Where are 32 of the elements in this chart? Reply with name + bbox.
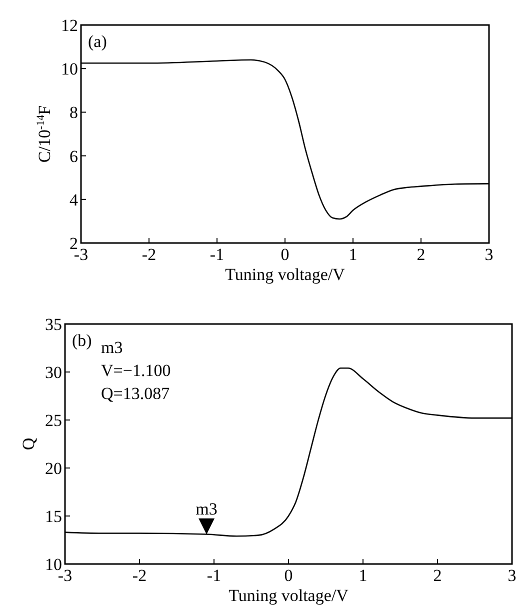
y-tick-label: 4 — [70, 190, 78, 210]
annotation: m3 — [101, 338, 123, 357]
x-tick-label: 0 — [284, 566, 293, 585]
y-tick-label: 10 — [61, 60, 78, 79]
x-tick-label: 2 — [416, 245, 426, 264]
y-tick-label: 15 — [45, 507, 62, 526]
y-tick-label: 10 — [45, 555, 62, 574]
annotation: (a) — [88, 32, 107, 51]
y-tick-label: 30 — [45, 363, 62, 382]
x-tick-label: 3 — [508, 566, 516, 585]
x-axis-title: Tuning voltage/V — [228, 586, 350, 605]
x-tick-label: 2 — [433, 566, 442, 585]
annotation: (b) — [72, 331, 92, 350]
y-tick-label: 35 — [45, 315, 62, 334]
x-tick-label: -1 — [210, 245, 224, 264]
y-tick-label: 8 — [70, 103, 78, 122]
annotation: V=−1.100 — [101, 361, 171, 380]
x-axis-title: Tuning voltage/V — [225, 265, 346, 284]
x-tick-label: 1 — [358, 566, 368, 585]
x-tick-label: -2 — [132, 566, 147, 585]
x-tick-label: 0 — [280, 245, 290, 264]
annotation: Q=13.087 — [101, 384, 170, 403]
y-tick-label: 6 — [70, 146, 78, 166]
x-tick-label: 3 — [484, 245, 494, 264]
x-tick-label: -2 — [142, 245, 156, 264]
x-tick-label: -1 — [206, 566, 222, 585]
y-tick-label: 20 — [45, 459, 62, 478]
annotation: m3 — [196, 499, 218, 518]
y-axis-title: Q — [19, 438, 38, 450]
x-tick-label: 1 — [348, 245, 358, 264]
y-tick-label: 25 — [45, 411, 62, 430]
y-tick-label: 12 — [61, 16, 78, 35]
